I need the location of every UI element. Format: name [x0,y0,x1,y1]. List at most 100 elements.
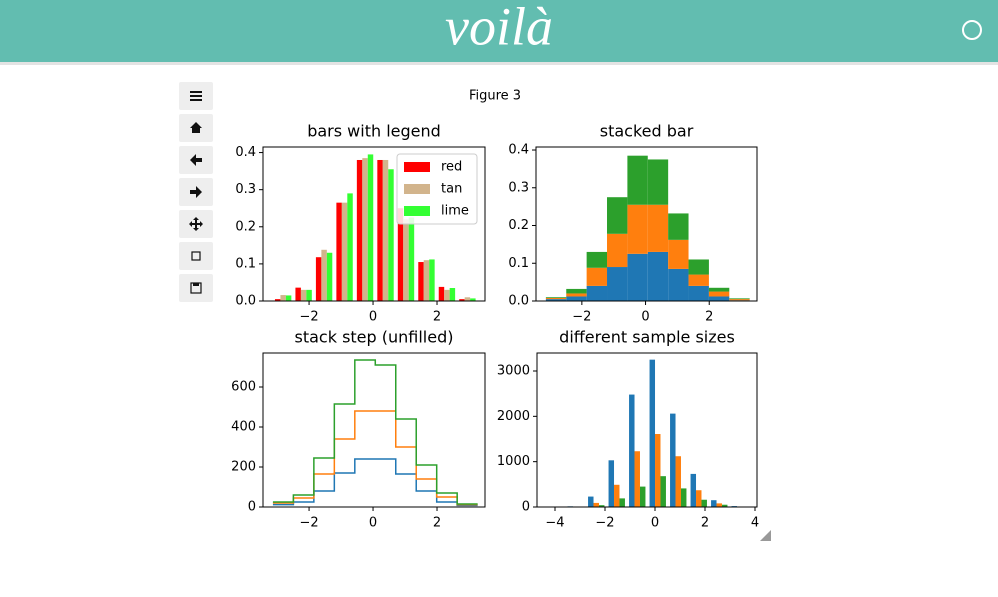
bar [403,219,409,301]
bar [408,217,415,301]
legend-label: lime [441,204,469,219]
save-button[interactable] [179,274,213,302]
bar-segment [545,299,567,301]
axes-frame [262,146,486,302]
y-tick-label: 0 [248,500,256,515]
bar-segment [688,285,709,301]
bar [608,460,615,507]
logo: voilà [445,0,553,56]
figure-title: Figure 3 [469,89,521,104]
bar [619,498,625,507]
bar-segment [668,213,689,240]
y-tick-label: 0.0 [508,294,529,309]
menu-button[interactable] [179,82,213,110]
bar [660,476,666,507]
legend-swatch [404,162,430,172]
y-tick-label: 0.2 [235,219,256,234]
bar [470,298,476,301]
pan-button[interactable] [179,210,213,238]
bar [418,262,424,301]
step-line [272,410,478,506]
bar [588,496,594,507]
axes-frame [535,146,758,302]
bar [377,159,383,301]
bar [285,295,292,301]
bar [382,159,389,301]
toolbar [179,82,213,302]
step-line [272,359,478,505]
bar [639,486,646,507]
bar-segment [688,274,709,286]
bar [690,473,697,507]
bar [341,202,348,301]
bar [655,434,661,507]
bar-segment [566,293,587,297]
bar [634,451,640,507]
y-tick-label: 0.1 [235,256,256,271]
resize-handle[interactable] [760,530,771,541]
bar-segment [607,233,628,268]
step-line [272,458,478,507]
subplot-title: bars with legend [307,122,441,141]
x-tick-label: −4 [545,516,564,531]
y-tick-label: 2000 [497,409,530,424]
y-tick-label: 0.0 [235,294,256,309]
zoom-button[interactable] [179,242,213,270]
bar [274,299,281,301]
bar-segment [729,299,750,301]
back-button[interactable] [179,146,213,174]
y-tick-label: 400 [231,420,256,435]
subplot-title: stacked bar [600,122,694,141]
bar [629,394,635,507]
bar [347,193,353,301]
subplot: bars with legend 0.0 0.1 0.2 0.3 0.4 −2 0 2 red ta… [235,122,486,325]
bar [649,359,656,507]
kernel-indicator [962,20,982,40]
y-tick-label: 0.3 [508,180,529,195]
bar-segment [647,251,669,301]
y-tick-label: 0.4 [508,143,529,158]
x-tick-label: −2 [572,310,591,325]
bar-segment [668,268,689,301]
bar [326,252,333,301]
legend-label: tan [441,182,462,197]
bar [721,504,728,507]
bar [300,289,307,301]
x-tick-label: 2 [701,516,709,531]
bar-segment [607,197,628,234]
axes-frame [536,352,758,508]
bar [716,503,722,507]
subplot: stacked bar 0.0 0.1 0.2 0.3 0.4 −2 0 2 [508,122,758,325]
bar-segment [566,288,587,294]
x-tick-label: −2 [299,310,318,325]
bar [397,208,404,301]
x-tick-label: 0 [641,310,649,325]
bar [280,295,286,301]
bar-segment [647,204,669,252]
home-button[interactable] [179,114,213,142]
bar-segment [586,267,608,286]
bar [356,159,363,301]
subplot-title: different sample sizes [559,328,735,347]
bar [423,260,430,301]
legend-label: red [441,160,462,175]
bar-segment [668,239,689,269]
subplot-title: stack step (unfilled) [295,328,454,347]
bar [362,158,368,301]
bar [670,413,676,507]
bar-segment [586,285,608,301]
bar [675,456,681,507]
bar [701,499,707,507]
header-bar [0,0,998,62]
bar [444,289,450,301]
y-tick-label: 200 [231,460,256,475]
x-tick-label: 4 [751,516,759,531]
bar [429,259,435,301]
x-tick-label: 2 [433,516,441,531]
subplot: stack step (unfilled) 0 200 400 600 −2 0 2 [231,328,486,531]
bar-segment [708,287,730,292]
forward-button[interactable] [179,178,213,206]
bar-segment [545,297,567,298]
x-tick-label: 2 [433,310,441,325]
